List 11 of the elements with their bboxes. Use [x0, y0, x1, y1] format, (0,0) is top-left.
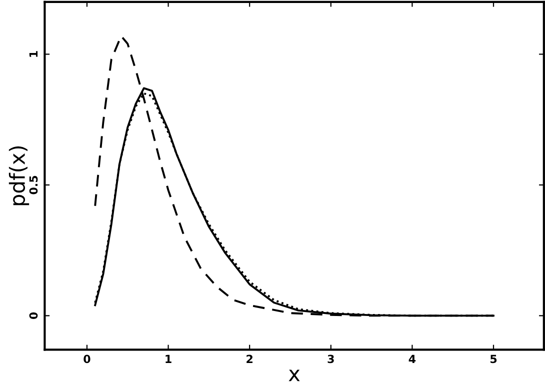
y-tick-label: 0	[29, 312, 38, 320]
x-tick-label: 4	[408, 354, 416, 363]
y-axis-title: pdf(x)	[8, 146, 30, 206]
x-tick-label: 2	[246, 354, 252, 363]
x-tick-label: 1	[166, 354, 172, 363]
y-tick-label: 0.5	[29, 176, 38, 194]
x-tick-label: 0	[84, 354, 90, 364]
x-tick-label: 3	[328, 354, 334, 364]
x-tick-label: 5	[490, 354, 497, 364]
x-axis-title: x	[288, 370, 300, 382]
y-tick-label: 1	[29, 51, 38, 57]
